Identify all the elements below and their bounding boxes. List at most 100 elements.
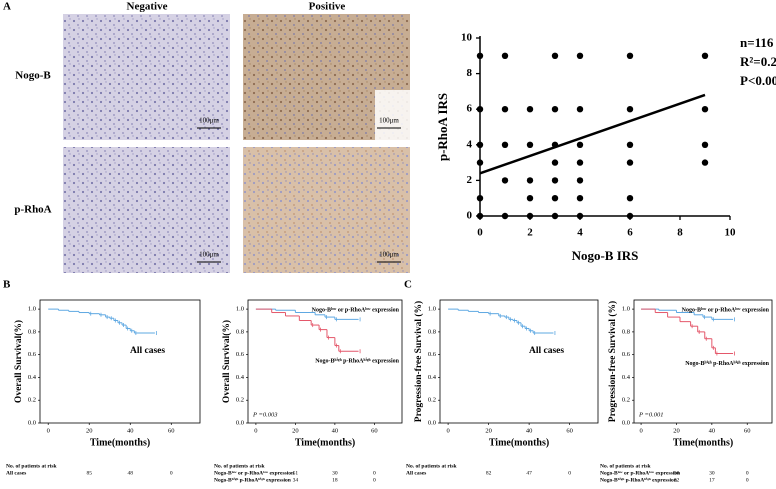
legend-label: Nogo-Bˡᵒʷ or p-RhoAˡᵒʷ expression — [312, 307, 400, 313]
y-tick-label: 0.0 — [236, 419, 244, 426]
risk-count: 82 — [486, 470, 492, 476]
y-tick-label: 1.0 — [622, 306, 630, 313]
point — [501, 212, 509, 220]
y-axis-label: p-RhoA IRS — [435, 93, 450, 161]
x-tick-label: 20 — [86, 427, 93, 434]
point — [551, 177, 559, 184]
x-tick-label: 60 — [371, 427, 378, 434]
point — [576, 212, 584, 220]
risk-count: 0 — [568, 470, 571, 476]
point — [526, 177, 534, 184]
point — [476, 106, 484, 113]
x-axis-label: Nogo-B IRS — [572, 248, 639, 263]
point — [626, 106, 634, 113]
y-tick-label: 1.0 — [236, 306, 244, 313]
y-tick-label: 1.0 — [28, 306, 36, 313]
y-tick-label: 0.2 — [236, 397, 244, 404]
x-tick-label: 60 — [168, 427, 175, 434]
point — [501, 141, 509, 148]
y-tick-label: 0.4 — [28, 374, 37, 381]
x-axis-label: Time(months) — [90, 437, 150, 448]
risk-table-label: Nogo-Bˡᵒʷ or p-RhoAˡᵒʷ expression — [214, 470, 294, 476]
legend-label: Nogo-Bʰⁱᵍʰ p-RhoAʰⁱᵍʰ expression — [315, 358, 399, 365]
ihc-image — [63, 147, 230, 273]
point — [526, 141, 534, 148]
risk-table-label: All cases — [6, 470, 26, 476]
risk-count: 0 — [170, 470, 173, 476]
y-tick-label: 0.8 — [428, 328, 436, 335]
point — [551, 195, 559, 202]
point — [576, 106, 584, 113]
y-tick-label: 0.6 — [28, 351, 37, 358]
row-label: Nogo-B — [15, 70, 51, 82]
x-tick-label: 20 — [485, 427, 492, 434]
ihc-image — [243, 147, 410, 273]
risk-count: 34 — [293, 477, 299, 483]
point — [701, 141, 709, 148]
column-label: Positive — [309, 1, 346, 13]
y-tick-label: 0.6 — [622, 351, 631, 358]
point — [476, 159, 484, 166]
x-tick-label: 0 — [477, 227, 483, 239]
y-tick-label: 0 — [467, 210, 473, 222]
risk-count: 17 — [709, 477, 715, 483]
point — [501, 177, 509, 184]
legend-label: All cases — [130, 346, 165, 356]
risk-table-label: All cases — [406, 470, 426, 476]
x-tick-label: 8 — [677, 227, 683, 239]
y-tick-label: 0.4 — [428, 374, 437, 381]
point — [551, 159, 559, 166]
point — [626, 52, 634, 59]
x-tick-label: 20 — [292, 427, 299, 434]
y-tick-label: 0.8 — [236, 328, 244, 335]
y-tick-label: 0.8 — [622, 328, 630, 335]
legend-label: All cases — [529, 346, 564, 356]
fit-line — [479, 93, 706, 175]
x-tick-label: 40 — [709, 427, 716, 434]
y-tick-label: 0.6 — [428, 351, 437, 358]
plot-frame — [39, 299, 201, 424]
ihc-background — [375, 90, 410, 140]
point — [701, 106, 709, 113]
x-tick-label: 0 — [639, 427, 642, 434]
risk-count: 0 — [746, 477, 749, 483]
y-tick-label: 0.2 — [622, 397, 630, 404]
y-tick-label: 6 — [467, 103, 473, 115]
x-axis-label: Time(months) — [489, 437, 549, 448]
y-tick-label: 0.0 — [28, 419, 36, 426]
point — [626, 212, 634, 220]
risk-count: 0 — [373, 470, 376, 476]
risk-table-title: No. of patients at risk — [6, 463, 58, 469]
point — [476, 141, 484, 148]
point — [576, 177, 584, 184]
scale-bar-label: 100μm — [379, 117, 399, 125]
risk-table-label: Nogo-Bʰⁱᵍʰ p-RhoAʰⁱᵍʰ expression — [600, 476, 677, 483]
point — [551, 106, 559, 113]
y-tick-label: 4 — [467, 138, 473, 150]
legend-label: Nogo-Bˡᵒʷ or p-RhoAˡᵒʷ expression — [682, 307, 770, 313]
x-axis-label: Time(months) — [673, 437, 733, 448]
plot-frame — [633, 299, 773, 424]
y-tick-label: 0.4 — [622, 374, 631, 381]
x-tick-label: 20 — [673, 427, 680, 434]
y-axis-label: Progression-free Survival (%) — [413, 301, 424, 422]
risk-count: 0 — [746, 470, 749, 476]
point — [501, 52, 509, 59]
risk-table-title: No. of patients at risk — [214, 463, 266, 469]
panel-label: C — [404, 279, 412, 291]
x-tick-label: 4 — [577, 227, 583, 239]
ihc-image — [63, 14, 230, 140]
risk-count: 48 — [128, 470, 134, 476]
ihc-images: 100μm 100μm 100μm 100μm — [63, 14, 410, 273]
p-value: P =0.001 — [638, 411, 664, 418]
point — [701, 52, 709, 59]
point — [476, 52, 484, 59]
scale-bar-label: 100μm — [379, 251, 399, 259]
risk-count: 30 — [709, 470, 715, 476]
point — [626, 159, 634, 166]
y-axis-label: Overall Survival(%) — [13, 320, 24, 403]
p-value: P =0.003 — [252, 411, 278, 418]
risk-count: 51 — [293, 470, 299, 476]
plot-frame — [247, 299, 403, 424]
point — [701, 159, 709, 166]
